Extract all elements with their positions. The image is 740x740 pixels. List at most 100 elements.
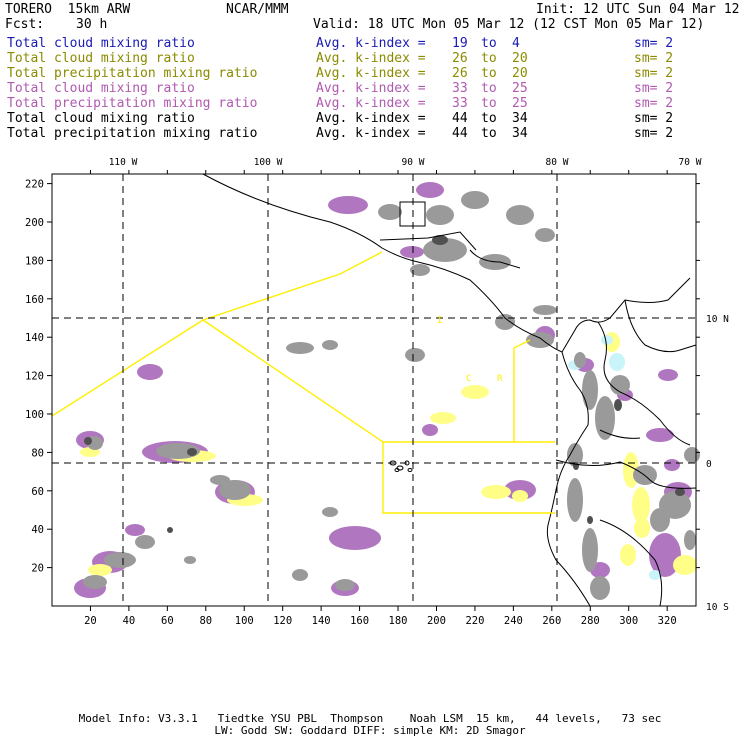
legend-k2: 34 bbox=[512, 111, 528, 126]
cloud-patch bbox=[83, 575, 107, 589]
longitude-label: 80 W bbox=[546, 157, 569, 168]
cloud-core bbox=[675, 488, 685, 496]
legend-sm: sm= 2 bbox=[634, 36, 674, 51]
forecast-label: Fcst: bbox=[5, 17, 45, 32]
init-time: Init: 12 UTC Sun 04 Mar 12 bbox=[536, 2, 740, 17]
model-info-line1: Model Info: V3.3.1 Tiedtke YSU PBL Thomp… bbox=[78, 712, 662, 725]
cloud-patch bbox=[533, 305, 557, 315]
cloud-fields bbox=[74, 182, 700, 600]
cloud-patch bbox=[535, 228, 555, 242]
cloud-patch-cyan bbox=[609, 353, 625, 371]
coastline bbox=[624, 299, 697, 353]
cloud-patch bbox=[574, 352, 586, 368]
cloud-patch bbox=[292, 569, 308, 581]
x-tick-label: 80 bbox=[199, 615, 212, 627]
legend-kindex: Avg. k-index = bbox=[316, 111, 426, 126]
cloud-core bbox=[167, 527, 173, 533]
cloud-patch-cyan bbox=[649, 570, 661, 580]
cloud-patch-yellow bbox=[430, 412, 456, 424]
cloud-patch bbox=[286, 342, 314, 354]
y-tick-label: 20 bbox=[31, 563, 44, 575]
x-tick-label: 60 bbox=[161, 615, 174, 627]
legend-k1: 33 bbox=[452, 81, 468, 96]
legend-kindex: Avg. k-index = bbox=[316, 81, 426, 96]
longitude-label: 100 W bbox=[254, 157, 283, 168]
coastlines bbox=[202, 173, 697, 607]
legend-k1: 26 bbox=[452, 66, 468, 81]
coastline bbox=[379, 231, 477, 251]
cloud-patch bbox=[659, 491, 691, 519]
cloud-core bbox=[614, 399, 622, 411]
legend-sm: sm= 2 bbox=[634, 51, 674, 66]
coastline bbox=[202, 173, 691, 353]
legend-to: to bbox=[481, 66, 497, 81]
cloud-patch-yellow bbox=[620, 544, 636, 566]
cloud-patch-yellow bbox=[673, 555, 697, 575]
legend-field: Total precipitation mixing ratio bbox=[7, 96, 258, 111]
legend-k2: 34 bbox=[512, 126, 528, 141]
cloud-patch bbox=[410, 264, 430, 276]
y-tick-label: 140 bbox=[25, 332, 44, 344]
y-tick-label: 100 bbox=[25, 409, 44, 421]
x-tick-label: 180 bbox=[389, 615, 408, 627]
legend-k1: 44 bbox=[452, 111, 468, 126]
longitude-label: 70 W bbox=[679, 157, 702, 168]
precip-patch bbox=[400, 246, 424, 258]
legend-to: to bbox=[481, 51, 497, 66]
y-tick-label: 40 bbox=[31, 524, 44, 536]
x-tick-label: 120 bbox=[273, 615, 292, 627]
cloud-patch-yellow bbox=[461, 385, 489, 399]
cloud-patch bbox=[378, 204, 402, 220]
legend-k1: 44 bbox=[452, 126, 468, 141]
cloud-patch bbox=[322, 340, 338, 350]
coastline bbox=[599, 519, 663, 607]
region-outline-east bbox=[513, 339, 531, 442]
island bbox=[396, 465, 404, 471]
cloud-patch bbox=[610, 375, 630, 395]
cloud-patch-yellow bbox=[632, 487, 650, 523]
precip-patch bbox=[137, 364, 163, 380]
cloud-patch bbox=[684, 447, 700, 463]
cloud-core bbox=[587, 516, 593, 524]
cloud-patch-yellow bbox=[634, 518, 650, 538]
legend-field: Total cloud mixing ratio bbox=[7, 111, 195, 126]
valid-time: Valid: 18 UTC Mon 05 Mar 12 (12 CST Mon … bbox=[313, 17, 705, 32]
center-name: NCAR/MMM bbox=[226, 2, 289, 17]
cloud-patch bbox=[595, 396, 615, 440]
legend-k2: 25 bbox=[512, 96, 528, 111]
island bbox=[407, 468, 413, 472]
coastline bbox=[555, 459, 697, 489]
legend-to: to bbox=[481, 111, 497, 126]
legend-field: Total cloud mixing ratio bbox=[7, 36, 195, 51]
precip-patch bbox=[649, 533, 681, 577]
cloud-patch-cyan bbox=[601, 335, 613, 345]
precip-patch bbox=[328, 196, 368, 214]
latitude-label: 10 N bbox=[706, 314, 729, 325]
x-tick-label: 300 bbox=[619, 615, 638, 627]
latitude-label: 0 bbox=[706, 459, 712, 470]
cloud-patch bbox=[184, 556, 196, 564]
cloud-patch bbox=[335, 579, 355, 591]
legend-to: to bbox=[481, 36, 497, 51]
island bbox=[394, 468, 400, 472]
y-tick-label: 160 bbox=[25, 294, 44, 306]
cloud-patch bbox=[567, 443, 583, 467]
x-tick-label: 140 bbox=[312, 615, 331, 627]
coastline bbox=[469, 249, 521, 269]
legend-k2: 20 bbox=[512, 51, 528, 66]
x-tick-label: 40 bbox=[123, 615, 136, 627]
precip-patch bbox=[422, 424, 438, 436]
coastline bbox=[599, 429, 641, 439]
legend-sm: sm= 2 bbox=[634, 81, 674, 96]
precip-patch bbox=[125, 524, 145, 536]
cloud-patch bbox=[405, 348, 425, 362]
legend-k1: 26 bbox=[452, 51, 468, 66]
cloud-patch bbox=[495, 314, 515, 330]
latitude-label: 10 S bbox=[706, 602, 729, 613]
legend-sm: sm= 2 bbox=[634, 126, 674, 141]
legend-kindex: Avg. k-index = bbox=[316, 126, 426, 141]
cloud-patch bbox=[322, 507, 338, 517]
precip-patch bbox=[329, 526, 381, 550]
cloud-patch bbox=[582, 528, 598, 572]
legend-k2: 4 bbox=[512, 36, 520, 51]
